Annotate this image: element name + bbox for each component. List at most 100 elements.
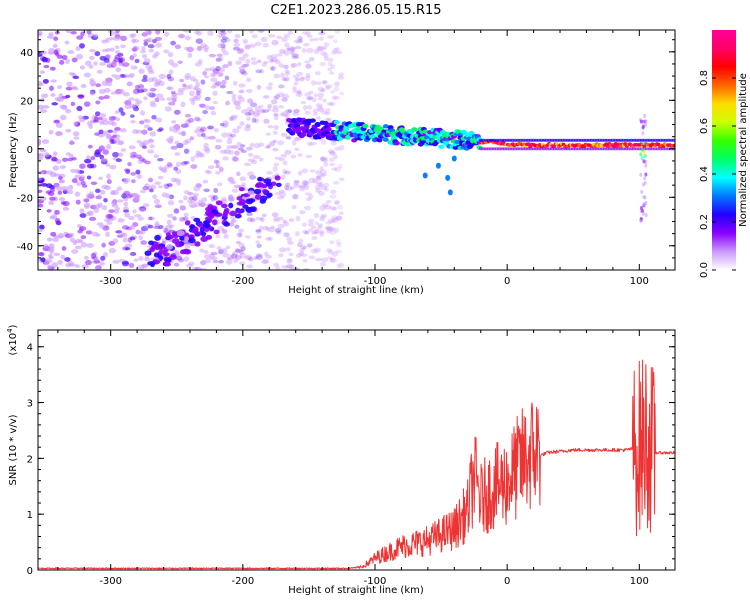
spectrogram-cell <box>137 84 145 90</box>
spectrogram-cell <box>250 217 256 223</box>
spectrogram-cell <box>194 154 200 159</box>
spectrogram-cell <box>189 97 195 102</box>
spectrogram-cell <box>129 33 135 39</box>
spectrogram-cell <box>296 61 302 67</box>
spectrogram-cell <box>292 89 298 93</box>
spectrogram-cell <box>640 156 644 161</box>
spectrogram-cell <box>272 216 279 221</box>
spectrogram-cell <box>278 157 286 162</box>
spectrogram-cell <box>194 202 201 208</box>
spectrogram-cell <box>65 128 72 133</box>
spectrogram-cell <box>284 170 291 175</box>
spectrogram-cell <box>48 129 54 135</box>
spectrogram-cell <box>164 31 170 37</box>
spectrogram-cell <box>301 180 309 185</box>
spectrogram-cell <box>281 111 289 117</box>
spectrogram-cell <box>331 50 337 56</box>
spectrogram-cell <box>258 104 264 109</box>
spectrogram-cell <box>262 109 270 113</box>
spectrogram-cell <box>93 204 101 209</box>
spectrogram-cell <box>217 226 225 231</box>
spectrogram-cell <box>98 113 107 118</box>
spectrogram-cell <box>138 120 145 125</box>
spectrogram-cell <box>331 218 336 224</box>
spectrogram-cell <box>290 49 295 55</box>
spectrogram-cell <box>41 93 49 98</box>
spectrogram-cell <box>148 216 155 221</box>
spectrogram-cell <box>39 50 47 55</box>
snr-scale-exponent: 4 <box>6 328 14 333</box>
spectrogram-cell <box>50 93 56 97</box>
spectrogram-y-axis-label: Frequency (Hz) <box>8 112 19 188</box>
spectrogram-cell <box>258 157 264 162</box>
spectrogram-cell <box>297 170 303 176</box>
spectrogram-cell <box>225 245 231 250</box>
spectrogram-cell <box>137 230 144 235</box>
spectrogram-cell <box>235 240 241 245</box>
spectrogram-cell <box>316 105 324 111</box>
spectrogram-cell <box>153 154 160 158</box>
spectrogram-cell <box>99 55 107 61</box>
spectrogram-cell <box>259 68 265 74</box>
spectrogram-cell <box>285 247 291 252</box>
spectrogram-cell <box>141 45 146 51</box>
spectrogram-cell <box>139 110 146 116</box>
spectrogram-cell <box>196 126 202 132</box>
spectrogram-cell <box>164 261 171 267</box>
spectrogram-cell <box>323 161 329 167</box>
spectrogram-cell <box>120 232 128 238</box>
spectrogram-cell <box>131 38 136 44</box>
spectrogram-cell <box>258 142 265 147</box>
spectrogram-cell <box>256 84 262 90</box>
spectrogram-cell <box>671 138 675 142</box>
spectrogram-cell <box>243 126 251 132</box>
spectrogram-cell <box>112 260 120 264</box>
spectrogram-cell <box>199 103 207 109</box>
spectrogram-cell <box>80 235 87 240</box>
spectrogram-cell <box>132 209 137 214</box>
spectrogram-cell <box>325 248 333 253</box>
spectrogram-cell <box>644 163 648 168</box>
x-tick-label: 100 <box>630 576 649 587</box>
spectrogram-cell <box>122 209 130 213</box>
spectrogram-cell <box>334 166 342 172</box>
spectrogram-cell <box>302 222 307 227</box>
spectrogram-cell <box>325 221 333 225</box>
spectrogram-cell <box>183 256 190 262</box>
spectrogram-cell <box>271 212 279 218</box>
spectrogram-cell <box>227 30 233 34</box>
spectrogram-cell <box>337 76 345 80</box>
spectrogram-cell <box>255 229 262 233</box>
spectrogram-cell <box>288 218 295 223</box>
spectrogram-cell <box>234 150 240 156</box>
spectrogram-cell <box>50 231 57 237</box>
spectrogram-cell <box>112 134 117 138</box>
spectrogram-cell <box>174 140 180 145</box>
spectrogram-cell <box>315 188 321 193</box>
spectrogram-cell <box>95 148 103 153</box>
spectrogram-cell <box>249 142 255 148</box>
spectrogram-cell <box>322 158 329 163</box>
spectrogram-cell <box>134 98 140 102</box>
spectrogram-cell <box>272 130 278 135</box>
spectrogram-cell <box>246 116 251 121</box>
spectrogram-cell <box>226 139 233 145</box>
spectrogram-cell <box>149 188 154 193</box>
spectrogram-cell <box>233 46 240 51</box>
spectrogram-cell <box>319 215 326 220</box>
spectrogram-cell <box>272 139 278 144</box>
spectrogram-cell <box>168 126 175 132</box>
spectrogram-cell <box>38 153 45 159</box>
spectrogram-cell <box>233 184 241 189</box>
spectrogram-cell <box>101 242 106 248</box>
spectrogram-cell <box>38 252 45 257</box>
spectrogram-cell <box>643 153 647 158</box>
spectrogram-cell <box>118 107 124 113</box>
spectrogram-cell <box>183 212 189 217</box>
spectrogram-cell <box>114 45 120 49</box>
spectrogram-cell <box>141 32 148 37</box>
spectrogram-cell <box>231 188 239 193</box>
spectrogram-cell <box>189 76 196 81</box>
spectrogram-cell <box>322 98 327 103</box>
